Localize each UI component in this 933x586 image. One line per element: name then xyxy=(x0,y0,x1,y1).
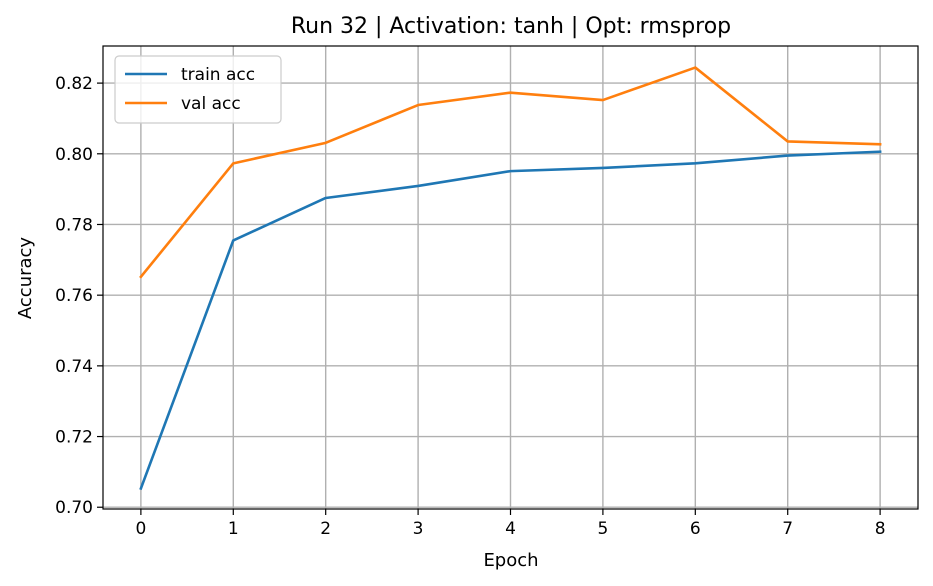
y-tick-label: 0.76 xyxy=(55,286,93,306)
x-tick-label: 2 xyxy=(320,519,331,539)
tick-layer: 0 1 2 3 4 5 6 7 8 0.70 0.72 0.74 0.76 0.78 0.80 0.82 xyxy=(55,74,885,539)
x-tick-label: 1 xyxy=(228,519,239,539)
legend: train acc val acc xyxy=(114,55,282,124)
legend-label: train acc xyxy=(181,65,255,85)
series-line-train-acc xyxy=(139,150,882,491)
grid-layer xyxy=(103,46,918,509)
y-tick-label: 0.72 xyxy=(55,428,93,448)
chart-title: Run 32 | Activation: tanh | Opt: rmsprop xyxy=(291,14,731,39)
x-tick-label: 5 xyxy=(597,519,608,539)
x-tick-label: 6 xyxy=(690,519,701,539)
y-tick-label: 0.82 xyxy=(55,74,93,94)
x-tick-label: 3 xyxy=(413,519,424,539)
x-tick-label: 0 xyxy=(135,519,146,539)
y-tick-label: 0.74 xyxy=(55,357,93,377)
y-tick-label: 0.70 xyxy=(55,498,93,518)
series-layer xyxy=(139,66,882,491)
y-tick-label: 0.78 xyxy=(55,215,93,235)
x-tick-label: 8 xyxy=(875,519,886,539)
x-axis-label: Epoch xyxy=(483,550,538,571)
y-tick-label: 0.80 xyxy=(55,145,93,165)
y-axis-label: Accuracy xyxy=(15,237,36,320)
series-line-val-acc xyxy=(139,66,882,279)
x-tick-label: 4 xyxy=(505,519,516,539)
x-tick-label: 7 xyxy=(782,519,793,539)
legend-label: val acc xyxy=(181,94,241,114)
